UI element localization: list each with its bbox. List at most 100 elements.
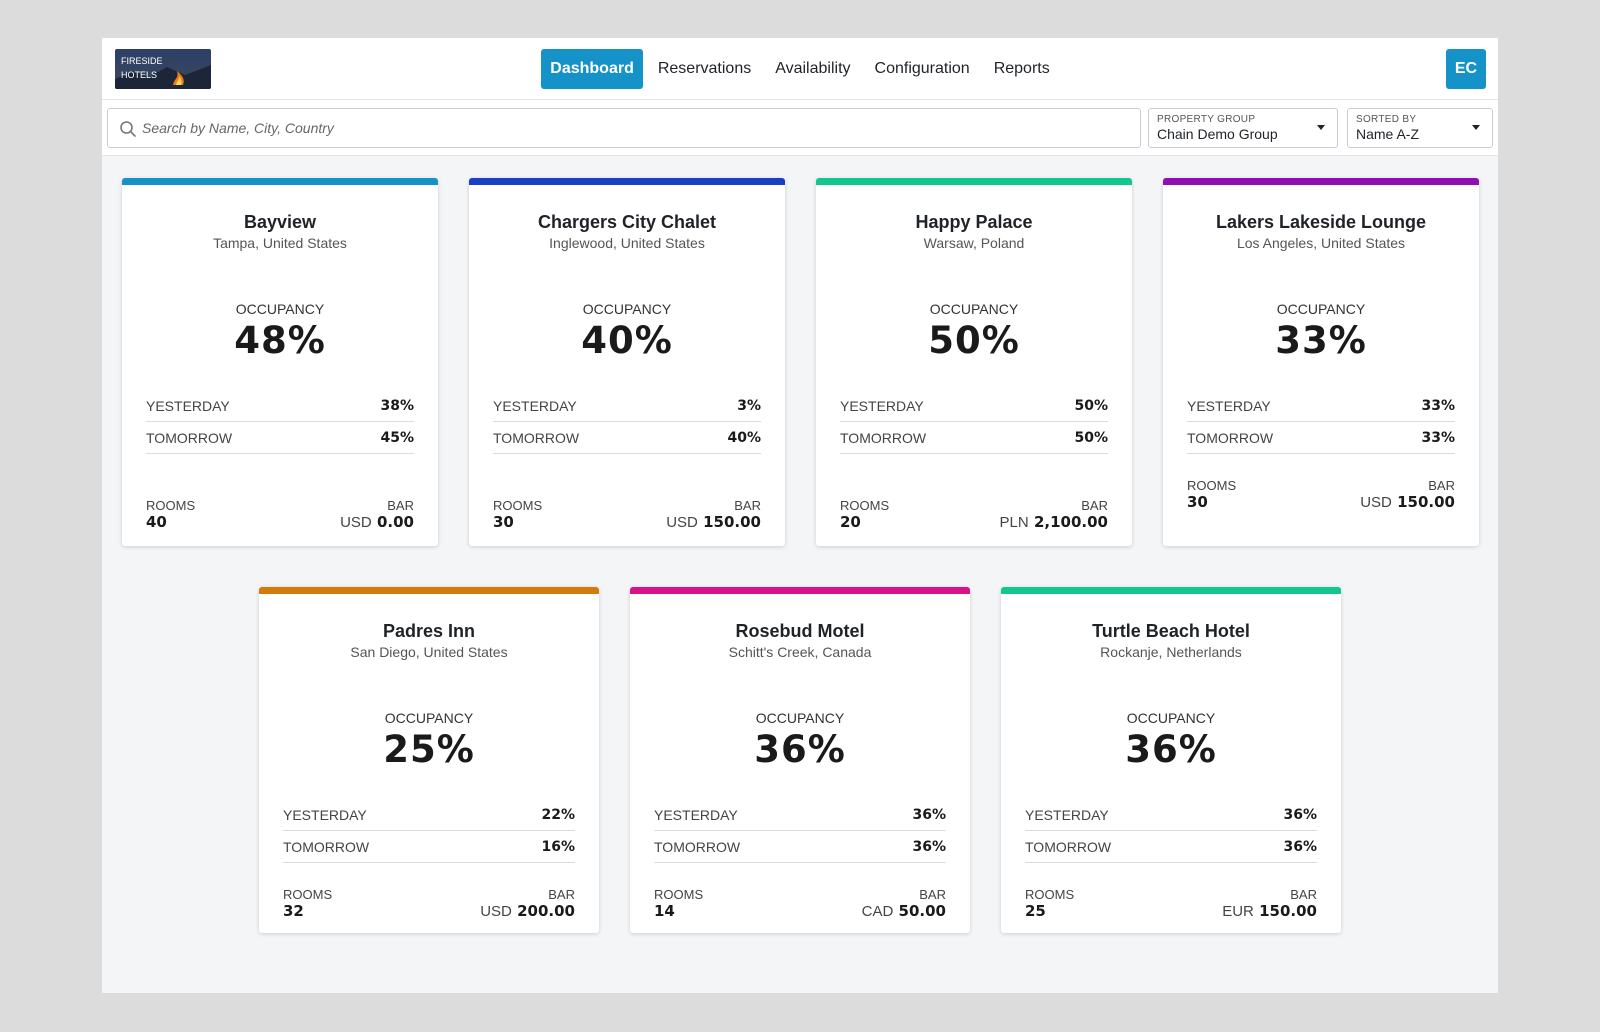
top-navigation-bar: FIRESIDE HOTELS Dashboard Reservations A… — [102, 38, 1498, 100]
rooms-value: 30 — [1187, 493, 1208, 511]
tomorrow-row: TOMORROW 50% — [840, 422, 1108, 454]
tomorrow-row: TOMORROW 45% — [146, 422, 414, 454]
yesterday-row: YESTERDAY 22% — [283, 799, 575, 831]
tomorrow-value: 36% — [1283, 839, 1317, 855]
yesterday-value: 38% — [380, 398, 414, 414]
yesterday-value: 50% — [1074, 398, 1108, 414]
property-name: Lakers Lakeside Lounge — [1215, 212, 1427, 232]
tomorrow-label: TOMORROW — [1187, 430, 1274, 446]
occupancy-value: 25% — [383, 728, 475, 771]
property-name: Happy Palace — [915, 212, 1033, 232]
bar-amount: 150.00 — [703, 513, 761, 531]
logo-line1: FIRESIDE — [121, 56, 163, 66]
bar-label: BAR — [1428, 478, 1455, 493]
property-location: Rockanje, Netherlands — [1100, 644, 1242, 660]
property-group-select[interactable]: PROPERTY GROUP Chain Demo Group — [1148, 108, 1338, 148]
rooms-label: ROOMS — [654, 887, 704, 902]
yesterday-label: YESTERDAY — [493, 398, 577, 414]
app-window: FIRESIDE HOTELS Dashboard Reservations A… — [102, 38, 1498, 993]
property-name: Turtle Beach Hotel — [1092, 621, 1250, 641]
yesterday-row: YESTERDAY 50% — [840, 390, 1108, 422]
property-card-turtle-beach-hotel[interactable]: Turtle Beach Hotel Rockanje, Netherlands… — [1001, 587, 1341, 933]
bar-amount: 0.00 — [376, 513, 414, 531]
sort-select[interactable]: SORTED BY Name A-Z — [1347, 108, 1493, 148]
yesterday-label: YESTERDAY — [654, 807, 738, 823]
occupancy-label: OCCUPANCY — [582, 301, 672, 317]
rooms-label: ROOMS — [283, 887, 333, 902]
rooms-label: ROOMS — [1025, 887, 1075, 902]
tomorrow-label: TOMORROW — [1025, 839, 1112, 855]
occupancy-value: 33% — [1275, 319, 1367, 362]
nav-configuration[interactable]: Configuration — [874, 60, 970, 77]
property-card-padres-inn[interactable]: Padres Inn San Diego, United States OCCU… — [259, 587, 599, 933]
bar-amount: 150.00 — [1397, 493, 1455, 511]
property-card-rosebud-motel[interactable]: Rosebud Motel Schitt's Creek, Canada OCC… — [630, 587, 970, 933]
sort-label: SORTED BY — [1356, 114, 1417, 125]
nav-reports[interactable]: Reports — [993, 60, 1050, 77]
filter-bar: PROPERTY GROUP Chain Demo Group SORTED B… — [102, 100, 1498, 156]
tomorrow-value: 40% — [727, 430, 761, 446]
yesterday-value: 3% — [737, 398, 761, 414]
tomorrow-row: TOMORROW 16% — [283, 831, 575, 863]
property-card-happy-palace[interactable]: Happy Palace Warsaw, Poland OCCUPANCY 50… — [816, 178, 1132, 546]
rooms-value: 14 — [654, 902, 675, 920]
bar-label: BAR — [1081, 498, 1108, 513]
property-card-bayview[interactable]: Bayview Tampa, United States OCCUPANCY 4… — [122, 178, 438, 546]
occupancy-value: 36% — [754, 728, 846, 771]
yesterday-value: 22% — [541, 807, 575, 823]
bar-label: BAR — [734, 498, 761, 513]
search-icon — [120, 121, 136, 137]
yesterday-label: YESTERDAY — [840, 398, 924, 414]
tomorrow-row: TOMORROW 36% — [654, 831, 946, 863]
search-input[interactable] — [142, 109, 1132, 147]
tomorrow-value: 36% — [912, 839, 946, 855]
tomorrow-label: TOMORROW — [840, 430, 927, 446]
nav-reservations[interactable]: Reservations — [657, 60, 752, 77]
nav-dashboard[interactable]: Dashboard — [541, 49, 643, 89]
bar-currency: EUR — [1222, 903, 1254, 920]
yesterday-row: YESTERDAY 36% — [654, 799, 946, 831]
bar-currency: PLN — [999, 514, 1029, 531]
yesterday-label: YESTERDAY — [1187, 398, 1271, 414]
main-nav: Dashboard Reservations Availability Conf… — [102, 49, 1498, 89]
search-box[interactable] — [107, 108, 1141, 148]
yesterday-value: 33% — [1421, 398, 1455, 414]
property-name: Bayview — [243, 212, 317, 232]
caret-down-icon — [1472, 125, 1480, 130]
tomorrow-row: TOMORROW 40% — [493, 422, 761, 454]
bar-currency: USD — [666, 514, 698, 531]
property-group-value: Chain Demo Group — [1157, 126, 1278, 142]
occupancy-label: OCCUPANCY — [235, 301, 325, 317]
occupancy-value: 48% — [234, 319, 326, 362]
bar-label: BAR — [387, 498, 414, 513]
sort-value: Name A-Z — [1356, 126, 1420, 142]
rooms-label: ROOMS — [840, 498, 890, 513]
tomorrow-row: TOMORROW 33% — [1187, 422, 1455, 454]
property-location: San Diego, United States — [350, 644, 508, 660]
tomorrow-label: TOMORROW — [654, 839, 741, 855]
property-card-lakers-lakeside-lounge[interactable]: Lakers Lakeside Lounge Los Angeles, Unit… — [1163, 178, 1479, 546]
bar-amount: 150.00 — [1259, 902, 1317, 920]
bar-currency: USD — [340, 514, 372, 531]
yesterday-row: YESTERDAY 33% — [1187, 390, 1455, 422]
property-location: Los Angeles, United States — [1236, 235, 1406, 251]
rooms-label: ROOMS — [493, 498, 543, 513]
tomorrow-label: TOMORROW — [146, 430, 233, 446]
bar-currency: CAD — [861, 903, 894, 920]
yesterday-row: YESTERDAY 3% — [493, 390, 761, 422]
bar-amount: 2,100.00 — [1033, 513, 1108, 531]
bar-label: BAR — [548, 887, 575, 902]
nav-availability[interactable]: Availability — [775, 60, 851, 77]
fireside-hotels-logo[interactable]: FIRESIDE HOTELS — [115, 49, 211, 89]
yesterday-label: YESTERDAY — [1025, 807, 1109, 823]
yesterday-label: YESTERDAY — [146, 398, 230, 414]
occupancy-value: 36% — [1125, 728, 1217, 771]
tomorrow-label: TOMORROW — [283, 839, 370, 855]
occupancy-value: 50% — [928, 319, 1020, 362]
user-avatar-button[interactable]: EC — [1446, 49, 1486, 89]
bar-label: BAR — [1290, 887, 1317, 902]
property-card-chargers-city-chalet[interactable]: Chargers City Chalet Inglewood, United S… — [469, 178, 785, 546]
tomorrow-label: TOMORROW — [493, 430, 580, 446]
bar-label: BAR — [919, 887, 946, 902]
occupancy-value: 40% — [581, 319, 673, 362]
